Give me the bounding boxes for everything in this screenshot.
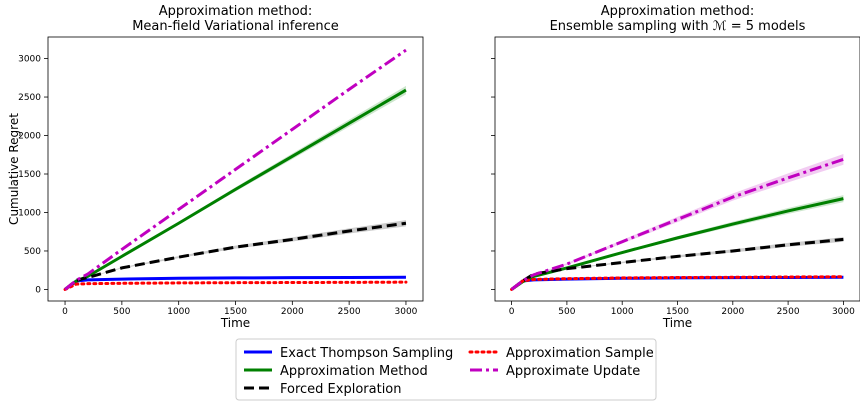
series-line-approximate-update [64,48,407,291]
legend-label-approximation-method: Approximation Method [280,364,428,379]
x-axis-label: Time [220,316,250,330]
x-tick-label: 0 [62,307,68,317]
y-tick-label: 1500 [18,170,41,180]
right-panel: Approximation method: Ensemble sampling w… [491,4,860,330]
legend-label-approximation-sample: Approximation Sample [506,346,654,361]
y-axis-label: Cumulative Regret [7,113,21,225]
x-tick-label: 1500 [224,307,247,317]
panel-title-line: Approximation method: [159,4,313,19]
x-tick-label: 2500 [777,307,800,317]
y-tick-label: 3000 [18,55,41,65]
y-tick-label: 1000 [18,208,41,218]
x-tick-label: 2500 [338,307,361,317]
series-line-approximate-update [510,157,844,291]
series-line-approximation-method [64,88,407,291]
legend-label-approximate-update: Approximate Update [506,364,640,379]
x-tick-label: 500 [558,307,575,317]
x-tick-label: 1500 [666,307,689,317]
legend-box [235,338,657,401]
x-tick-label: 1000 [611,307,634,317]
confidence-band-forced-exploration [65,220,406,290]
panel-title: Approximation method: Ensemble sampling w… [550,4,806,34]
x-tick-label: 0 [509,307,515,317]
y-tick-label: 2500 [18,93,41,103]
x-tick-label: 2000 [281,307,304,317]
panel-title-line: Mean-field Variational inference [132,19,339,34]
x-axis-label: Time [662,316,692,330]
legend: Exact Thompson Sampling Approximation Sam… [235,338,657,401]
panel-title: Approximation method: Mean-field Variatio… [132,4,339,34]
x-tick-label: 3000 [395,307,418,317]
x-tick-label: 2000 [721,307,744,317]
y-tick-label: 500 [24,247,41,257]
panel-title-line: Approximation method: [601,4,755,19]
x-tick-label: 3000 [832,307,855,317]
panel-title-line: Ensemble sampling with ℳ = 5 models [550,19,806,34]
series-line-approximation-sample [63,280,408,291]
legend-label-forced-exploration: Forced Exploration [280,382,402,397]
legend-label-exact-thompson-sampling: Exact Thompson Sampling [280,346,453,361]
y-tick-label: 2000 [18,132,41,142]
left-panel: Approximation method: Mean-field Variatio… [7,4,424,330]
x-tick-label: 500 [113,307,130,317]
x-tick-label: 1000 [167,307,190,317]
y-tick-label: 0 [35,285,41,295]
